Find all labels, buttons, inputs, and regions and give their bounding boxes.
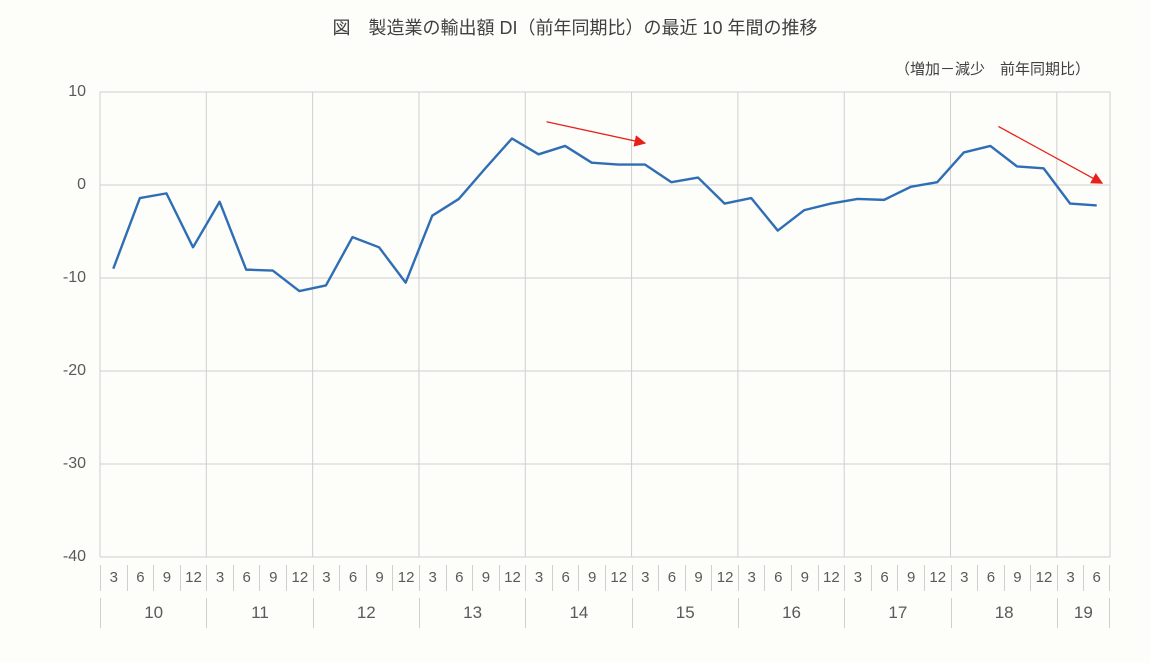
x-year-label: 19 (1057, 598, 1110, 628)
x-quarter-label: 9 (791, 565, 818, 591)
plot-area: 100-10-20-30-40 (100, 92, 1110, 557)
y-tick-label: -40 (63, 548, 100, 566)
x-quarter-label: 9 (578, 565, 605, 591)
chart-title: 図 製造業の輸出額 DI（前年同期比）の最近 10 年間の推移 (0, 14, 1150, 40)
x-year-label: 13 (419, 598, 525, 628)
x-quarter-label: 12 (818, 565, 845, 591)
x-quarter-label: 3 (206, 565, 233, 591)
chart-subtitle: （増加－減少 前年同期比） (895, 58, 1090, 79)
chart-svg (100, 92, 1110, 557)
y-tick-label: 10 (68, 83, 100, 101)
x-quarter-label: 12 (711, 565, 738, 591)
x-axis-quarters: 3691236912369123691236912369123691236912… (100, 565, 1110, 591)
chart-container: 図 製造業の輸出額 DI（前年同期比）の最近 10 年間の推移 （増加－減少 前… (0, 0, 1150, 663)
x-quarter-label: 6 (233, 565, 260, 591)
trend-arrow (547, 122, 645, 143)
trend-arrow (998, 126, 1102, 183)
x-year-label: 14 (525, 598, 631, 628)
x-quarter-label: 6 (552, 565, 579, 591)
x-quarter-label: 3 (100, 565, 127, 591)
x-year-label: 11 (206, 598, 312, 628)
x-year-label: 15 (632, 598, 738, 628)
x-quarter-label: 9 (897, 565, 924, 591)
x-year-label: 12 (313, 598, 419, 628)
x-quarter-label: 9 (366, 565, 393, 591)
x-quarter-label: 9 (685, 565, 712, 591)
x-quarter-label: 12 (392, 565, 419, 591)
x-quarter-label: 6 (764, 565, 791, 591)
x-quarter-label: 3 (1057, 565, 1084, 591)
x-quarter-label: 12 (286, 565, 313, 591)
x-quarter-label: 6 (658, 565, 685, 591)
y-tick-label: -10 (63, 269, 100, 287)
x-quarter-label: 6 (339, 565, 366, 591)
y-tick-label: -30 (63, 455, 100, 473)
y-tick-label: 0 (77, 176, 100, 194)
x-quarter-label: 3 (313, 565, 340, 591)
x-quarter-label: 12 (180, 565, 207, 591)
x-quarter-label: 6 (127, 565, 154, 591)
x-quarter-label: 12 (924, 565, 951, 591)
x-quarter-label: 9 (472, 565, 499, 591)
x-quarter-label: 9 (153, 565, 180, 591)
x-quarter-label: 9 (259, 565, 286, 591)
x-quarter-label: 12 (499, 565, 526, 591)
x-year-label: 17 (844, 598, 950, 628)
x-quarter-label: 12 (1030, 565, 1057, 591)
x-quarter-label: 12 (605, 565, 632, 591)
x-quarter-label: 6 (1083, 565, 1110, 591)
x-quarter-label: 6 (446, 565, 473, 591)
x-quarter-label: 3 (738, 565, 765, 591)
data-line (113, 139, 1096, 292)
x-quarter-label: 9 (1004, 565, 1031, 591)
x-quarter-label: 3 (844, 565, 871, 591)
x-quarter-label: 6 (871, 565, 898, 591)
x-axis-years: 10111213141516171819 (100, 598, 1110, 628)
x-quarter-label: 6 (977, 565, 1004, 591)
x-year-label: 10 (100, 598, 206, 628)
x-year-label: 18 (951, 598, 1057, 628)
x-quarter-label: 3 (525, 565, 552, 591)
x-quarter-label: 3 (419, 565, 446, 591)
x-quarter-label: 3 (632, 565, 659, 591)
x-quarter-label: 3 (951, 565, 978, 591)
y-tick-label: -20 (63, 362, 100, 380)
x-year-label: 16 (738, 598, 844, 628)
